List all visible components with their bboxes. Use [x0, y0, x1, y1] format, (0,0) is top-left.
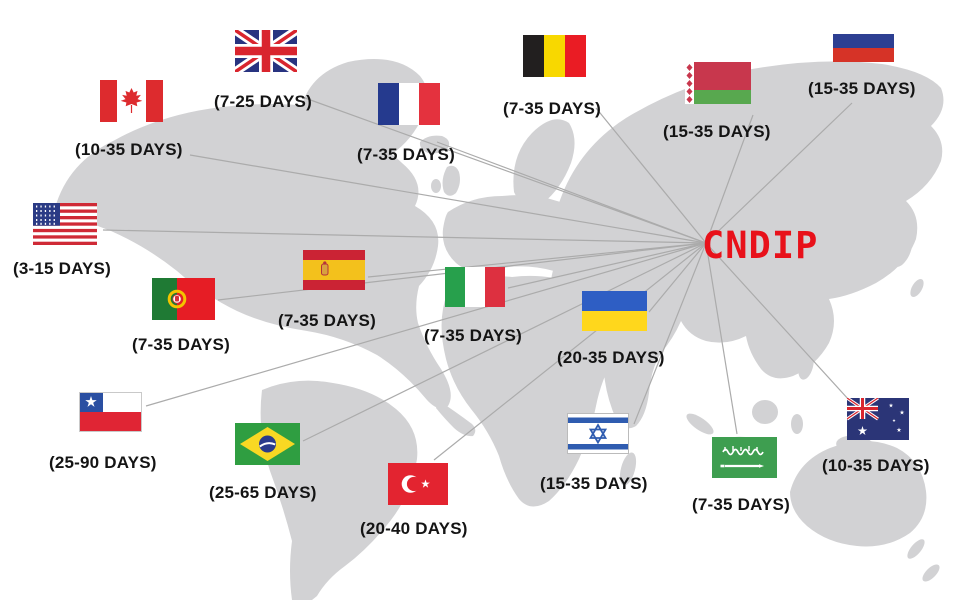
ukraine-flag: [582, 291, 647, 331]
shipping-days-label: (7-35 DAYS): [424, 326, 522, 345]
shipping-days-label: (3-15 DAYS): [13, 259, 111, 278]
shipping-days-label: (7-35 DAYS): [357, 145, 455, 164]
route-line: [705, 242, 850, 401]
france-flag: [378, 83, 440, 125]
italy-flag: [445, 267, 505, 307]
belgium-flag: [523, 35, 586, 77]
turkey-flag: [388, 463, 448, 505]
route-line: [705, 102, 853, 244]
shipping-days-label: (25-65 DAYS): [209, 483, 317, 502]
route-line: [302, 242, 707, 442]
chile-flag: [79, 392, 142, 432]
route-line: [595, 107, 707, 244]
shipping-days-label: (7-35 DAYS): [503, 99, 601, 118]
brazil-flag: [235, 423, 300, 465]
shipping-days-label: (15-35 DAYS): [540, 474, 648, 493]
shipping-days-label: (20-40 DAYS): [360, 519, 468, 538]
usa-flag: [33, 203, 97, 245]
shipping-days-label: (7-35 DAYS): [692, 495, 790, 514]
portugal-flag: [152, 278, 215, 320]
route-line: [433, 242, 707, 461]
route-line: [189, 154, 707, 244]
spain-flag: [303, 250, 365, 290]
route-line: [705, 114, 754, 244]
russia-flag: [833, 19, 894, 62]
saudi-arabia-flag: [712, 437, 777, 478]
route-line: [705, 242, 738, 435]
shipping-days-label: (15-35 DAYS): [663, 122, 771, 141]
shipping-days-label: (7-35 DAYS): [278, 311, 376, 330]
shipping-days-label: (25-90 DAYS): [49, 453, 157, 472]
uk-flag: [235, 30, 297, 72]
brand-label: CNDIP: [702, 224, 819, 267]
australia-flag: [847, 398, 909, 440]
shipping-days-label: (7-25 DAYS): [214, 92, 312, 111]
shipping-days-label: (20-35 DAYS): [557, 348, 665, 367]
shipping-days-label: (10-35 DAYS): [822, 456, 930, 475]
route-line: [304, 97, 707, 244]
shipping-days-label: (7-35 DAYS): [132, 335, 230, 354]
shipping-days-label: (15-35 DAYS): [808, 79, 916, 98]
route-line: [633, 242, 707, 425]
route-line: [648, 242, 707, 313]
canada-flag: [100, 80, 163, 122]
route-line: [102, 229, 707, 244]
route-line: [367, 242, 707, 278]
shipping-days-label: (10-35 DAYS): [75, 140, 183, 159]
israel-flag: [567, 413, 629, 454]
route-line: [507, 242, 707, 289]
route-line: [145, 242, 707, 407]
belarus-flag: [683, 62, 753, 104]
route-line: [436, 141, 707, 244]
